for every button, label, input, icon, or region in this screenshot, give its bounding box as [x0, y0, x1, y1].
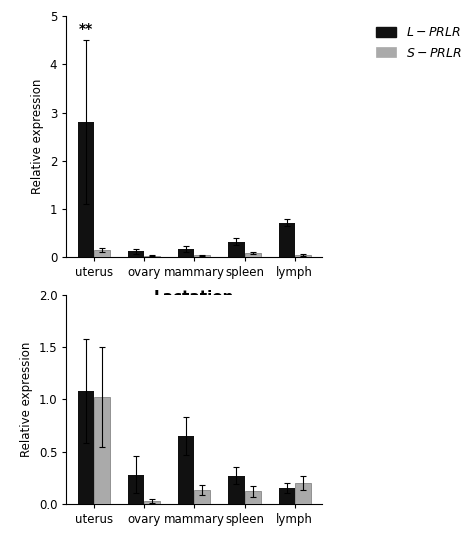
Bar	[279, 222, 295, 257]
Bar	[295, 483, 311, 504]
Bar	[194, 255, 210, 257]
Bar	[78, 391, 94, 504]
Bar	[128, 474, 144, 504]
Bar	[245, 254, 261, 257]
Bar	[128, 251, 144, 257]
Bar	[178, 436, 194, 504]
Bar	[178, 249, 194, 257]
Bar	[78, 122, 94, 257]
Bar	[144, 256, 160, 257]
Bar	[94, 397, 110, 504]
Bar	[295, 255, 311, 257]
Text: **: **	[79, 23, 93, 36]
Bar	[94, 250, 110, 257]
Bar	[279, 488, 295, 504]
Bar	[228, 475, 245, 504]
Y-axis label: Relative expression: Relative expression	[20, 341, 33, 457]
X-axis label: Lactation: Lactation	[154, 291, 235, 306]
Bar	[194, 490, 210, 504]
Bar	[228, 242, 245, 257]
Bar	[245, 492, 261, 504]
Bar	[144, 501, 160, 504]
Y-axis label: Relative expression: Relative expression	[31, 79, 44, 195]
Legend: $\it{L-PRLR}$, $\it{S-PRLR}$: $\it{L-PRLR}$, $\it{S-PRLR}$	[372, 23, 465, 63]
